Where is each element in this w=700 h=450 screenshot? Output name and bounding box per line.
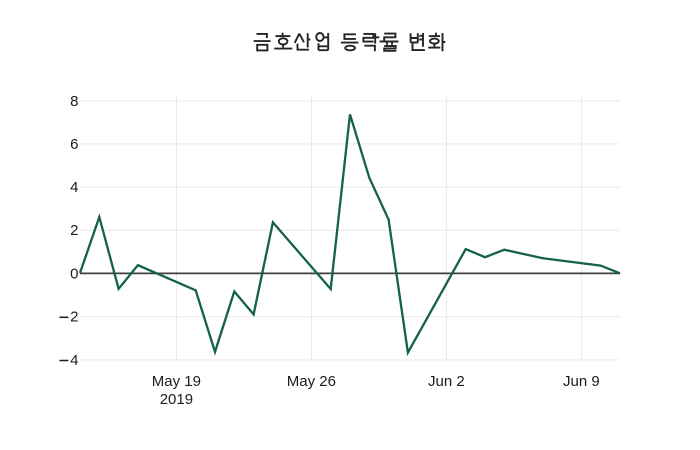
svg-text:2: 2 [70,222,78,239]
svg-text:Jun 2: Jun 2 [428,373,465,390]
svg-text:8: 8 [70,93,78,110]
svg-text:Jun 9: Jun 9 [563,373,600,390]
svg-text:4: 4 [70,352,78,369]
svg-text:May 26: May 26 [287,373,336,390]
svg-text:2: 2 [70,309,78,326]
svg-text:0: 0 [70,265,78,282]
svg-text:6: 6 [70,136,78,153]
svg-text:2019: 2019 [160,391,193,408]
svg-text:4: 4 [70,179,78,196]
svg-text:May 19: May 19 [152,373,201,390]
